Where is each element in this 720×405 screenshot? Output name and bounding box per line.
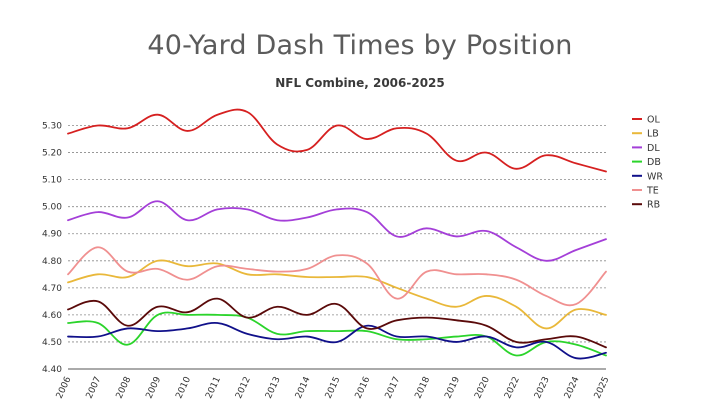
series-line-ol (67, 108, 607, 173)
x-tick-label: 2008 (115, 375, 134, 400)
x-tick-label: 2012 (234, 375, 253, 400)
legend-label-te: TE (646, 186, 659, 197)
x-tick-label: 2016 (354, 375, 373, 400)
y-tick-label: 5.10 (42, 176, 62, 186)
x-tick-label: 2019 (443, 375, 462, 400)
y-tick-label: 5.20 (42, 149, 62, 159)
series-line-db (67, 311, 607, 357)
series-lines (67, 108, 607, 360)
x-tick-label: 2022 (503, 375, 522, 400)
y-tick-label: 4.90 (42, 230, 62, 240)
series-line-wr (67, 322, 607, 360)
legend-label-lb: LB (647, 129, 659, 140)
y-tick-label: 4.50 (42, 338, 62, 348)
series-line-lb (67, 259, 607, 330)
y-tick-label: 4.60 (42, 311, 62, 321)
y-tick-label: 5.00 (42, 203, 62, 213)
x-tick-label: 2011 (204, 375, 223, 400)
legend-label-dl: DL (647, 143, 660, 154)
series-line-rb (67, 297, 607, 349)
legend-label-ol: OL (647, 115, 660, 126)
x-tick-label: 2013 (264, 375, 283, 400)
x-tick-label: 2015 (324, 375, 343, 400)
legend-label-wr: WR (647, 171, 663, 182)
x-tick-label: 2007 (85, 375, 104, 400)
x-tick-label: 2020 (473, 375, 492, 400)
axes: 4.40 4.50 4.60 4.70 4.80 4.90 5.00 5.10 5.20 5.30… (42, 122, 612, 401)
x-tick-label: 2014 (294, 375, 313, 400)
legend-label-rb: RB (647, 200, 660, 211)
x-tick-label: 2023 (533, 375, 552, 400)
x-tick-label: 2017 (384, 375, 403, 400)
legend: OL LB DL DB WR TE RB (632, 115, 663, 211)
x-tick-label: 2010 (174, 375, 193, 400)
chart-subtitle: NFL Combine, 2006-2025 (275, 76, 445, 90)
x-tick-label: 2009 (144, 375, 163, 400)
x-tick-label: 2006 (55, 375, 74, 400)
chart-title: 40-Yard Dash Times by Position (147, 30, 573, 61)
y-tick-label: 4.40 (42, 365, 62, 375)
y-tick-label: 4.80 (42, 257, 62, 267)
x-tick-label: 2025 (593, 375, 612, 400)
x-tick-label: 2018 (413, 375, 432, 400)
x-tick-label: 2024 (563, 375, 582, 400)
legend-label-db: DB (647, 157, 661, 168)
y-tick-label: 4.70 (42, 284, 62, 294)
series-line-dl (67, 200, 607, 262)
grid-lines (68, 125, 606, 343)
y-tick-label: 5.30 (42, 122, 62, 132)
series-line-te (67, 246, 607, 307)
